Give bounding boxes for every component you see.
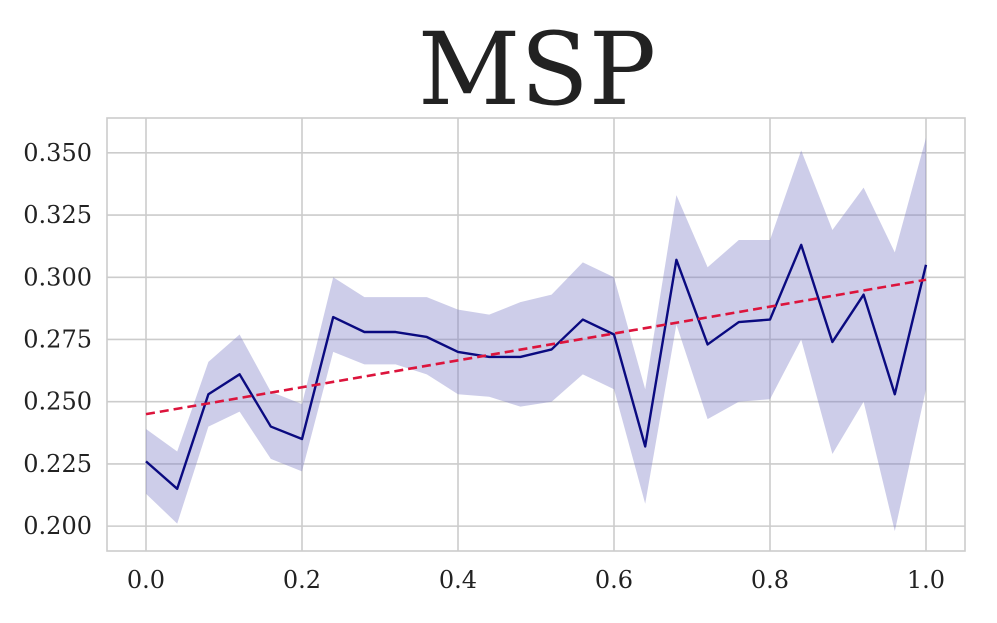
y-tick-label: 0.325 (23, 201, 92, 229)
confidence-band (146, 137, 926, 532)
trend-line (145, 278, 927, 416)
series-line (145, 243, 928, 490)
series-line-layer (145, 243, 928, 490)
y-tick-label: 0.275 (23, 325, 92, 353)
plot-frame (106, 117, 966, 552)
y-tick-label: 0.300 (23, 263, 92, 291)
x-tick-label: 0.2 (283, 566, 321, 594)
x-tick-label: 1.0 (907, 566, 945, 594)
confidence-band-layer (146, 137, 926, 532)
x-tick-label: 0.0 (127, 566, 165, 594)
tick-labels: 0.0 0.2 0.4 0.6 0.8 1.0 0.200 0.225 0.250 0.275 0.… (23, 139, 945, 594)
x-tick-label: 0.8 (751, 566, 789, 594)
y-tick-label: 0.250 (23, 388, 92, 416)
x-tick-label: 0.6 (595, 566, 633, 594)
chart-title: MSP (418, 11, 656, 128)
y-tick-label: 0.200 (23, 512, 92, 540)
y-tick-label: 0.225 (23, 450, 92, 478)
grid (107, 118, 965, 551)
x-tick-label: 0.4 (439, 566, 477, 594)
y-tick-label: 0.350 (23, 139, 92, 167)
